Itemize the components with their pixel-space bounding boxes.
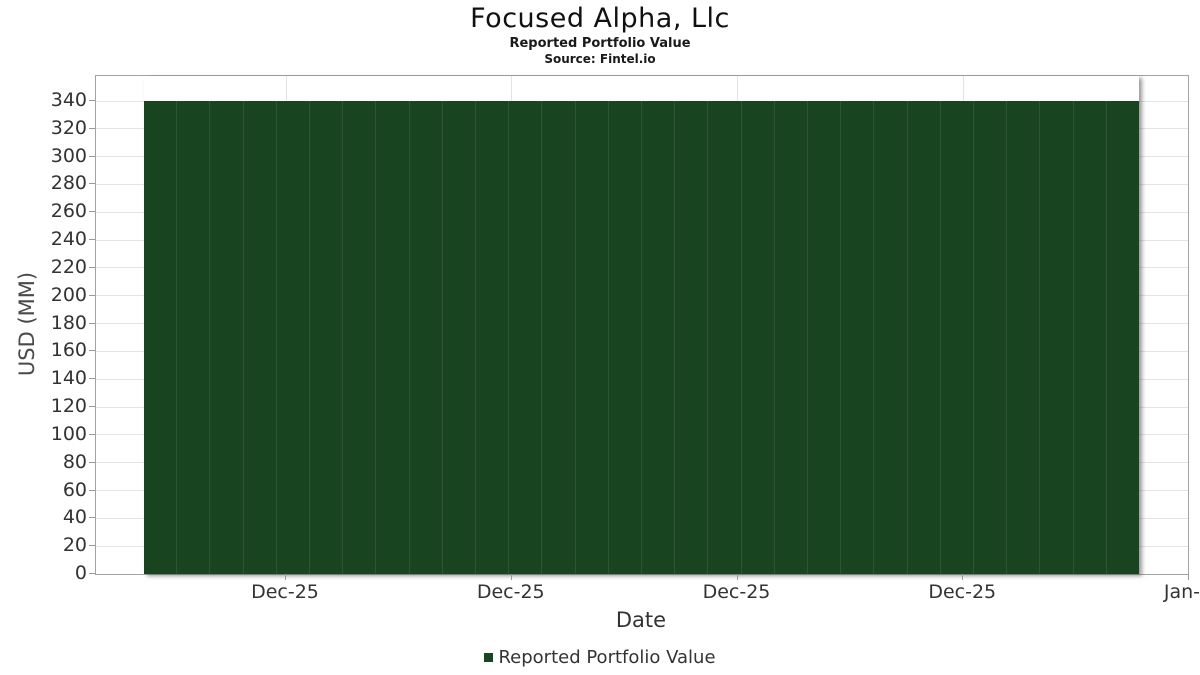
legend: Reported Portfolio Value [0,647,1200,668]
y-tick-mark [89,545,95,547]
chart-source: Source: Fintel.io [544,52,656,66]
y-axis-tick-label: 60 [62,478,87,501]
bar[interactable] [708,101,742,574]
y-tick-mark [89,322,95,324]
bar[interactable] [608,101,643,574]
bar[interactable] [1073,101,1107,574]
y-axis-tick-label: 180 [50,311,87,334]
bar[interactable] [808,101,842,574]
bar[interactable] [940,101,975,574]
y-axis-tick-label: 280 [50,172,87,195]
y-tick-mark [89,378,95,380]
bar[interactable] [741,101,775,574]
bar[interactable] [509,101,543,574]
y-axis-tick-label: 260 [50,200,87,223]
x-tick-mark [510,574,512,580]
bar[interactable] [1040,101,1074,574]
y-tick-mark [89,350,95,352]
x-tick-mark [962,574,964,580]
y-axis-tick-label: 0 [74,562,87,584]
bar[interactable] [1106,101,1140,574]
y-tick-mark [89,294,95,296]
bar[interactable] [310,101,344,574]
y-axis-tick-label: 140 [50,367,87,390]
bar[interactable] [376,101,410,574]
legend-marker-icon [484,653,494,662]
x-axis-tick-label: Jan-2 [1163,581,1200,603]
y-tick-mark [89,100,95,101]
x-axis-tick-label: Dec-25 [928,581,997,603]
y-axis-tick-label: 100 [50,422,87,445]
y-tick-mark [89,573,95,574]
bar[interactable] [210,101,244,574]
bar[interactable] [177,101,211,574]
y-axis-tick-label: 40 [62,506,87,529]
bar[interactable] [542,101,576,574]
bar[interactable] [907,101,941,574]
legend-item-reported-portfolio-value[interactable]: Reported Portfolio Value [484,647,716,668]
y-tick-mark [89,183,95,185]
chart-subtitle: Reported Portfolio Value [509,36,691,51]
y-tick-mark [89,127,95,129]
y-axis-tick-label: 240 [50,228,87,251]
bar[interactable] [841,101,875,574]
x-axis-tick-label: Dec-25 [476,581,545,603]
bar[interactable] [642,101,676,574]
y-tick-mark [89,517,95,519]
bar[interactable] [409,101,443,574]
y-tick-mark [89,461,95,463]
bar[interactable] [874,101,908,574]
bar[interactable] [442,101,477,574]
bar[interactable] [675,101,709,574]
chart-title: Focused Alpha, Llc [470,3,730,34]
bar-series [144,76,1140,574]
y-axis-tick-label: 340 [50,89,87,111]
y-axis-tick-label: 200 [50,283,87,306]
bar[interactable] [1007,101,1041,574]
x-tick-mark [285,574,286,580]
bar[interactable] [243,101,277,574]
x-axis-tick-label: Dec-25 [251,581,319,603]
y-tick-mark [89,239,95,241]
x-tick-mark [1188,574,1189,580]
bar[interactable] [575,101,609,574]
legend-label: Reported Portfolio Value [498,647,716,668]
y-axis-tick-label: 220 [50,255,87,278]
y-axis-tick-label: 20 [62,534,87,557]
bar[interactable] [476,101,510,574]
y-axis-tick-label: 120 [50,395,87,418]
plot-area [95,75,1189,575]
x-axis-title: Date [615,608,667,632]
bar[interactable] [774,101,809,574]
x-axis-tick-label: Dec-25 [702,581,771,603]
y-tick-mark [89,489,95,491]
bar[interactable] [276,101,311,574]
y-tick-mark [89,155,95,157]
y-tick-mark [89,433,95,435]
bar[interactable] [974,101,1008,574]
bar[interactable] [343,101,377,574]
y-axis-tick-label: 300 [50,144,87,167]
y-tick-mark [89,266,95,268]
y-tick-mark [89,406,95,408]
y-axis-tick-label: 80 [62,450,87,473]
y-axis-tick-label: 320 [50,116,87,139]
y-tick-mark [89,211,95,213]
bar[interactable] [144,101,178,574]
x-tick-mark [736,574,738,580]
y-axis-tick-label: 160 [50,339,87,362]
